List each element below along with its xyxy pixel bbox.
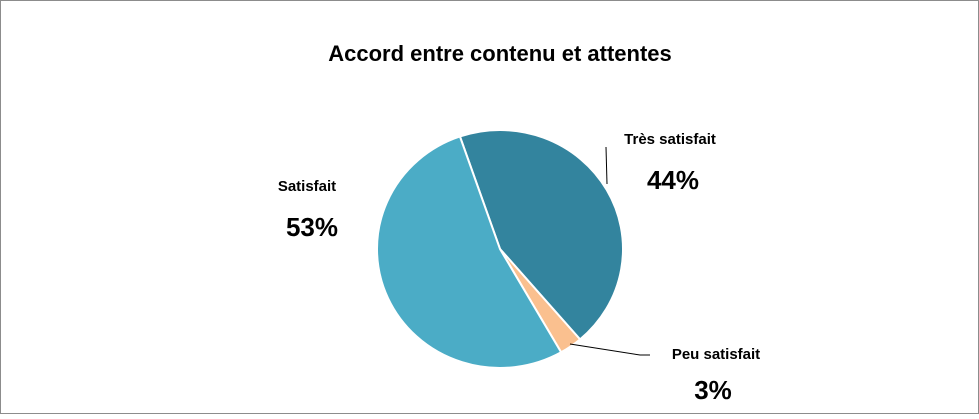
value-label: 3%	[694, 375, 732, 405]
pie-slice	[376, 135, 563, 369]
pie-slice	[458, 129, 624, 341]
category-label: Satisfait	[278, 178, 336, 195]
leader-line	[569, 343, 650, 356]
category-label: Peu satisfait	[672, 346, 760, 363]
value-label: 53%	[286, 212, 338, 242]
leader-line	[605, 146, 608, 185]
category-label: Très satisfait	[624, 131, 716, 148]
chart-title: Accord entre contenu et attentes	[328, 41, 672, 66]
value-label: 44%	[647, 165, 699, 195]
